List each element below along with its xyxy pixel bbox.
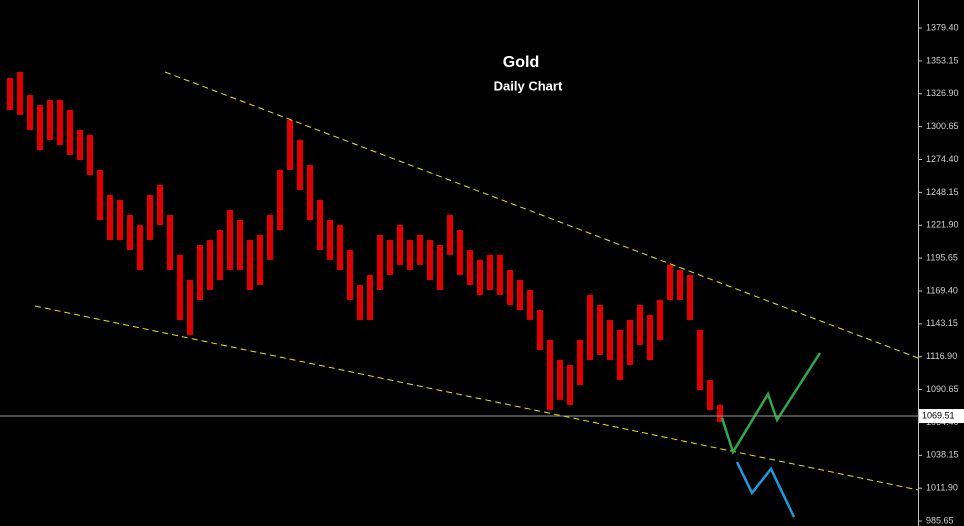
price-bar [7, 78, 13, 110]
price-bar [287, 119, 293, 171]
price-bar [277, 170, 283, 231]
y-tick-label: 1011.90 [926, 483, 958, 493]
price-bar [487, 254, 493, 290]
price-bar [317, 199, 323, 251]
price-bar [217, 230, 223, 280]
y-tick-label: 1326.90 [926, 88, 959, 98]
price-bar [467, 250, 473, 285]
y-tick-label: 1090.65 [926, 384, 959, 394]
price-bar [147, 194, 153, 241]
price-bar [57, 100, 63, 145]
price-bar [347, 250, 353, 300]
price-bar [127, 214, 133, 251]
price-bar [577, 339, 583, 386]
price-bar [177, 254, 183, 321]
price-bar [327, 219, 333, 260]
price-bar [517, 279, 523, 311]
price-bar [357, 284, 363, 321]
y-tick-label: 1038.15 [926, 450, 959, 460]
current-price-box [919, 409, 964, 424]
y-tick-label: 1143.15 [926, 318, 958, 328]
price-bar [167, 214, 173, 270]
price-bar [377, 235, 383, 290]
y-tick-label: 1169.40 [926, 285, 958, 295]
y-tick-label: 1248.15 [926, 187, 959, 197]
price-bar [427, 240, 433, 280]
y-tick-label: 1274.40 [926, 154, 959, 164]
price-bar [207, 240, 213, 290]
y-tick-label: 1116.90 [926, 351, 957, 361]
price-bar [617, 329, 623, 381]
y-tick-label: 1300.65 [926, 121, 959, 131]
projection-line [735, 461, 796, 518]
price-bar [397, 224, 403, 265]
y-tick-label: 1221.90 [926, 220, 959, 230]
y-tick-label: 985.65 [926, 515, 954, 525]
price-bar [597, 305, 603, 355]
price-bar [227, 209, 233, 270]
price-bar [367, 274, 373, 321]
projection-line [720, 352, 822, 455]
price-bar [457, 230, 463, 275]
price-bar [307, 165, 313, 220]
price-bar [87, 134, 93, 176]
price-bar [647, 315, 653, 360]
price-bar [37, 105, 43, 150]
y-tick-label: 1353.15 [926, 55, 959, 65]
price-bar [157, 184, 163, 225]
price-bar [337, 224, 343, 270]
price-bar [297, 139, 303, 190]
price-bar [447, 214, 453, 255]
current-price-label: 1069.51 [922, 410, 955, 420]
price-bar [187, 279, 193, 335]
price-bar [507, 269, 513, 306]
price-bar [197, 245, 203, 300]
price-bar [717, 404, 723, 422]
price-bar [437, 245, 443, 290]
price-bar [27, 95, 33, 130]
chart-title: Gold [503, 54, 539, 71]
price-bar [257, 235, 263, 285]
price-bar [537, 310, 543, 350]
price-bar [627, 320, 633, 365]
price-bar [477, 259, 483, 295]
price-bar [247, 240, 253, 290]
price-bar [117, 199, 123, 241]
price-bar [587, 294, 593, 360]
price-bar [667, 264, 673, 300]
price-bar [77, 129, 83, 161]
price-bar [567, 364, 573, 405]
price-bar [637, 305, 643, 345]
trend-line [164, 71, 919, 359]
price-bar [407, 240, 413, 270]
chart-subtitle: Daily Chart [494, 78, 563, 93]
price-bar [17, 71, 23, 115]
price-bar [677, 269, 683, 300]
price-bar [527, 289, 533, 321]
price-bar [237, 219, 243, 270]
price-bar [107, 194, 113, 241]
price-bar [707, 380, 713, 410]
y-tick-label: 1195.65 [926, 252, 958, 262]
price-bar [547, 339, 553, 410]
price-bar [137, 224, 143, 270]
y-tick-label: 1379.40 [926, 22, 959, 32]
price-bar [497, 254, 503, 295]
price-bar [67, 109, 73, 156]
price-bar [417, 235, 423, 265]
price-bar [687, 274, 693, 321]
price-bar [47, 100, 53, 140]
price-bar [657, 299, 663, 340]
price-bar [387, 240, 393, 275]
trend-line [34, 305, 919, 491]
price-bar [267, 214, 273, 260]
price-bar [557, 359, 563, 400]
price-bar [697, 329, 703, 391]
price-bar [97, 170, 103, 220]
price-bar [607, 320, 613, 360]
